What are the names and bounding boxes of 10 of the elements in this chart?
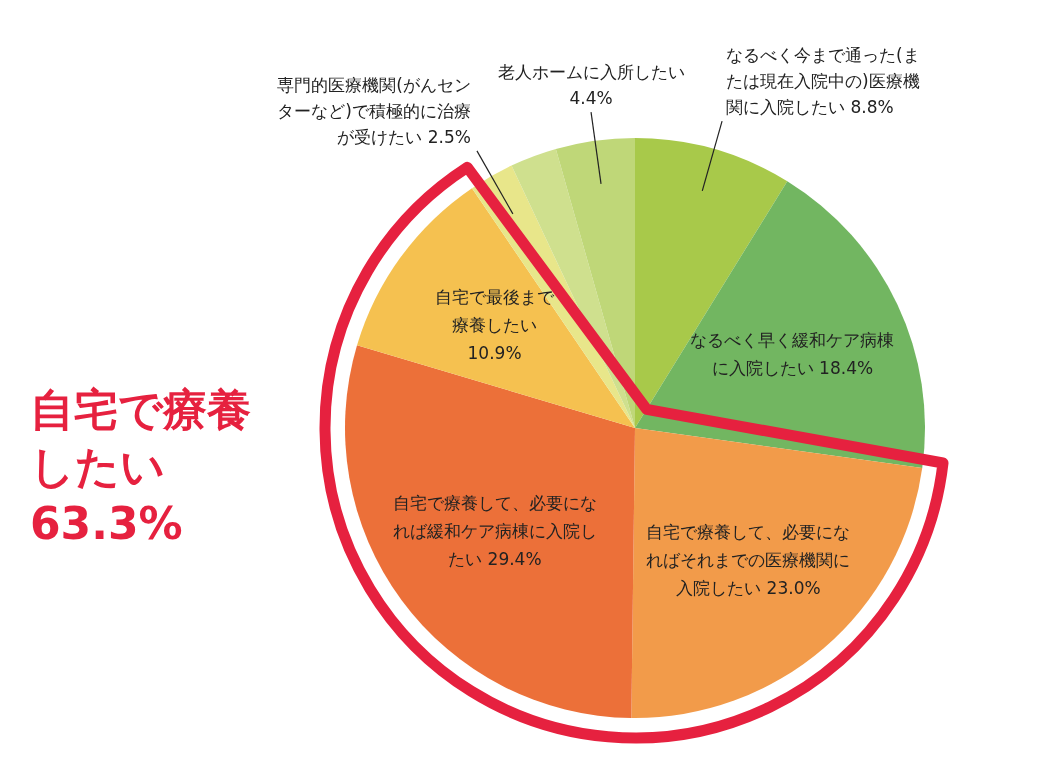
text: 自宅で療養したい 63.3% bbox=[30, 384, 251, 549]
data-label: 4.4% bbox=[569, 88, 613, 109]
slice-label: 専門的医療機関(がんセンターなど)で積極的に治療が受けたい 2.5% bbox=[277, 74, 471, 147]
slice-label: 老人ホームに入所したい bbox=[497, 62, 685, 83]
slice-label: 自宅で療養して、必要になれば緩和ケア病棟に入院したい 29.4% bbox=[392, 493, 597, 570]
slice-label: なるべく今まで通った(または現在入院中の)医療機関に入院したい 8.8% bbox=[726, 45, 920, 118]
slice-label: 自宅で最後まで療養したい bbox=[435, 287, 556, 336]
slice-label: 自宅で療養して、必要になればそれまでの医療機関に入院したい 23.0% bbox=[646, 521, 851, 598]
data-label: 10.9% bbox=[467, 343, 522, 364]
slice-label: なるべく早く緩和ケア病棟に入院したい 18.4% bbox=[690, 329, 895, 378]
